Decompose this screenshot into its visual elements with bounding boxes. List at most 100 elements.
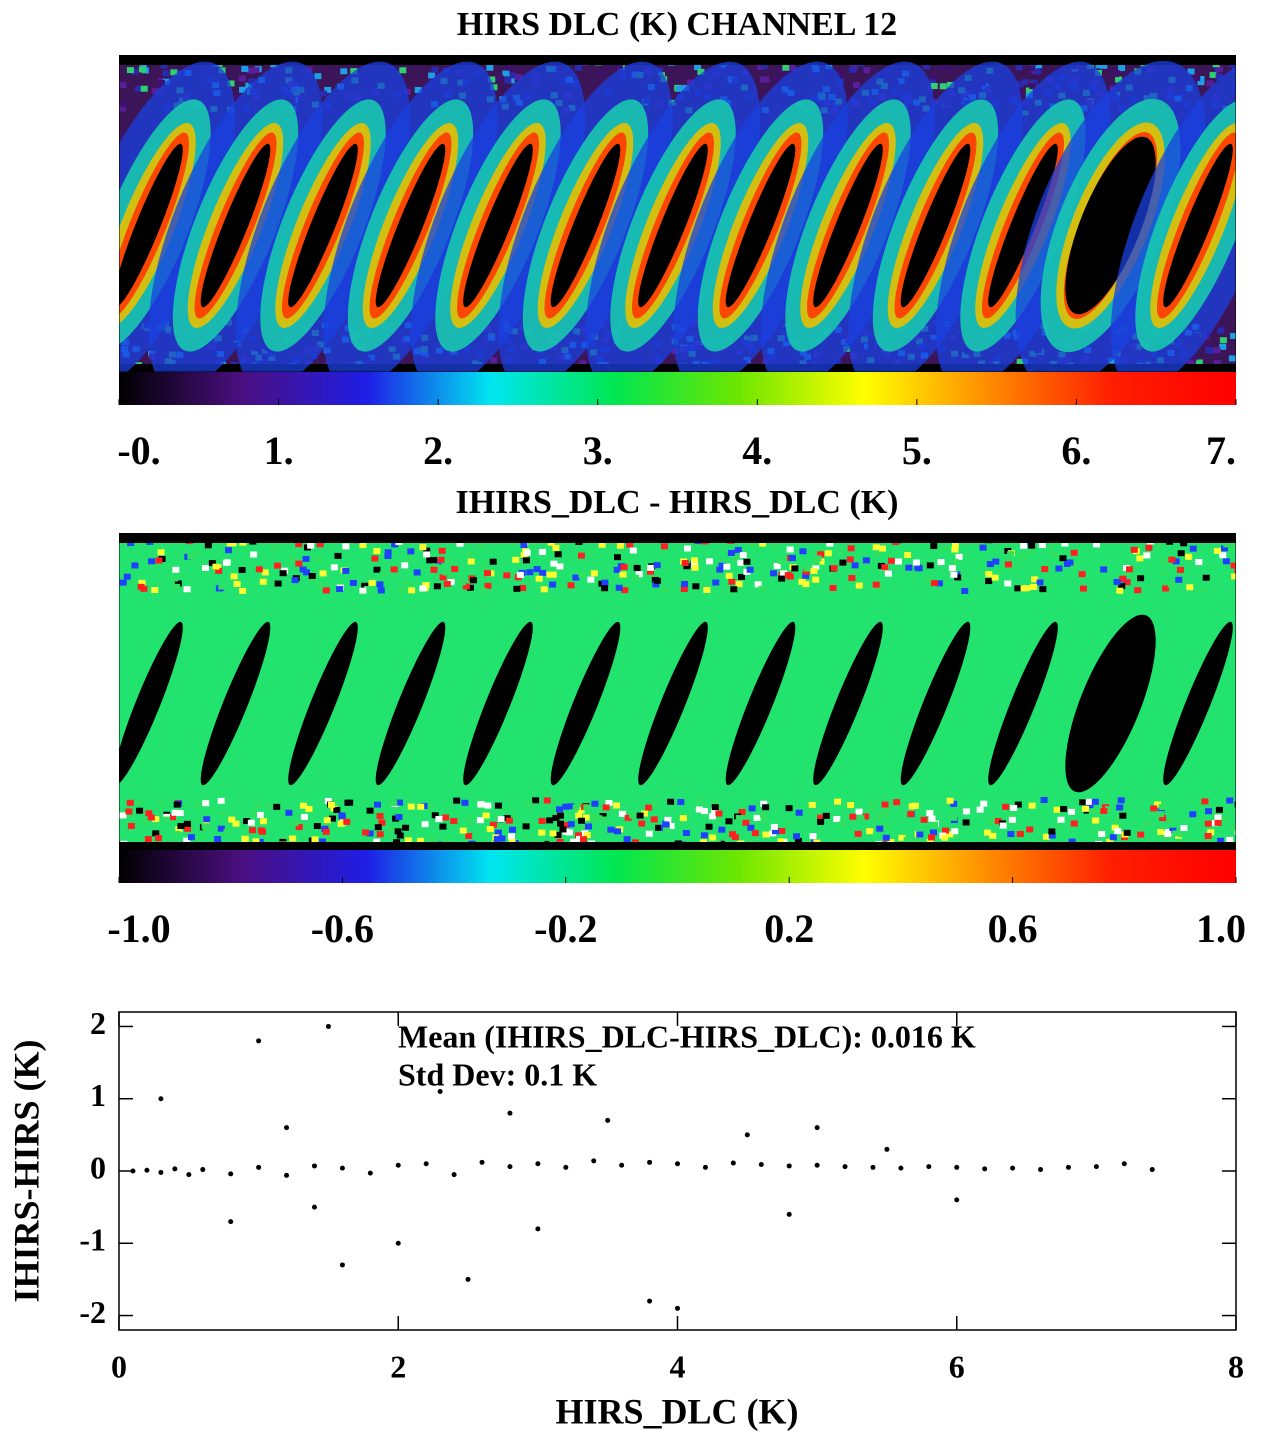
map-speckle (391, 541, 399, 548)
map-speckle (798, 578, 806, 585)
map-speckle (652, 581, 660, 588)
map-speckle (565, 829, 573, 836)
colorbar-tick-label: -1.0 (107, 906, 170, 951)
map-speckle (647, 564, 655, 571)
map-speckle (651, 800, 659, 807)
map-speckle (728, 831, 736, 838)
map-speckle (598, 541, 606, 548)
map-speckle (1230, 332, 1236, 339)
map-speckle (138, 66, 146, 73)
map-speckle (683, 563, 691, 570)
map-speckle (950, 800, 958, 807)
map-speckle (245, 82, 253, 89)
map-speckle (1234, 821, 1236, 828)
map-speckle (803, 565, 811, 572)
map-speckle (330, 564, 338, 571)
map-speckle (416, 837, 424, 844)
map-gap (288, 621, 358, 786)
map-speckle (1219, 337, 1227, 344)
map-speckle (650, 816, 658, 823)
map-speckle (119, 579, 127, 586)
map-speckle (479, 587, 487, 594)
map-speckle (1178, 831, 1186, 838)
map-speckle (629, 812, 637, 819)
map-speckle (802, 568, 810, 575)
map-speckle (1066, 559, 1074, 566)
map-speckle (760, 62, 768, 69)
map-speckle (1193, 74, 1201, 81)
map-speckle (817, 814, 825, 821)
map-speckle (587, 576, 595, 583)
map-speckle (376, 831, 384, 838)
map-speckle (810, 567, 818, 574)
map-speckle (1111, 71, 1119, 78)
point (1038, 1167, 1044, 1173)
map-speckle (1230, 562, 1236, 569)
map-speckle (533, 566, 541, 573)
map-speckle (225, 547, 233, 554)
map-speckle (1046, 544, 1054, 551)
plot-frame (118, 1011, 1237, 1331)
map-speckle (846, 556, 854, 563)
map-speckle (792, 833, 800, 840)
map-speckle (342, 567, 350, 574)
map-speckle (782, 71, 790, 78)
map-speckle (289, 835, 297, 842)
map-speckle (1157, 807, 1165, 814)
map-speckle (145, 810, 153, 817)
map-gap (200, 143, 271, 308)
map-speckle (992, 558, 1000, 565)
map-speckle (239, 86, 247, 93)
map-speckle (445, 558, 453, 565)
map-speckle (839, 559, 847, 566)
map-speckle (1167, 818, 1175, 825)
map-speckle (903, 837, 911, 844)
map-speckle (233, 581, 241, 588)
map-speckle (489, 821, 497, 828)
map-speckle (962, 819, 970, 826)
map-speckle (615, 63, 623, 70)
map-speckle (872, 544, 880, 551)
map-speckle (1116, 804, 1124, 811)
point (744, 1132, 750, 1138)
map-speckle (662, 821, 670, 828)
map-speckle (677, 799, 685, 806)
map-speckle (907, 810, 915, 817)
map-gap (900, 621, 971, 786)
map-speckle (946, 831, 954, 838)
map-speckle (788, 554, 796, 561)
map-speckle (394, 828, 402, 835)
map-speckle (1222, 558, 1230, 565)
map-speckle (681, 580, 689, 587)
y-axis-label: IHIRS-HIRS (K) (6, 1039, 46, 1302)
map-speckle (1204, 820, 1212, 827)
map-speckle (208, 560, 216, 567)
map-gap (119, 143, 183, 308)
map-speckle (749, 541, 757, 548)
map-speckle (204, 542, 212, 549)
map-speckle (1189, 811, 1197, 818)
map-speckle (525, 801, 533, 808)
map-speckle (925, 575, 933, 582)
map-speckle (1213, 547, 1221, 554)
map-speckle (1002, 803, 1010, 810)
map-speckle (645, 830, 653, 837)
map-gap (1065, 614, 1156, 793)
map-speckle (857, 814, 865, 821)
map-speckle (667, 798, 675, 805)
map-speckle (486, 64, 494, 71)
map-speckle (384, 549, 392, 556)
map-speckle (718, 826, 726, 833)
map-speckle (1205, 347, 1213, 354)
map-speckle (191, 550, 199, 557)
map-speckle (690, 557, 698, 564)
map-speckle (1091, 798, 1099, 805)
map-speckle (497, 816, 505, 823)
map-speckle (493, 835, 501, 842)
map-speckle (1031, 576, 1039, 583)
x-axis-label: HIRS_DLC (K) (555, 1391, 798, 1431)
map-speckle (1143, 819, 1151, 826)
map-speckle (1172, 558, 1180, 565)
map-speckle (171, 809, 179, 816)
map-speckle (477, 542, 485, 549)
